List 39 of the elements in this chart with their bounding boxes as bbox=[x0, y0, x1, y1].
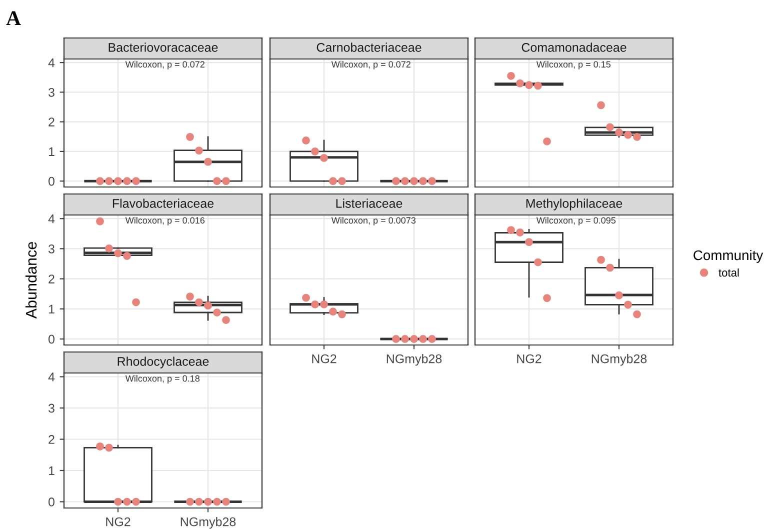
chart-title: Methylophilaceae bbox=[526, 198, 622, 210]
y-tick-label: 0 bbox=[48, 176, 54, 186]
y-tick-label: 2 bbox=[48, 435, 54, 444]
chart-title: Rhodocyclaceae bbox=[118, 356, 209, 368]
y-tick-label: 4 bbox=[48, 58, 55, 68]
y-tick-label: 1 bbox=[48, 466, 54, 476]
legend-label: total bbox=[718, 268, 739, 277]
y-tick-label: 3 bbox=[48, 404, 54, 413]
y-tick-label: 1 bbox=[48, 147, 54, 156]
x-tick-label: NG2 bbox=[106, 517, 130, 526]
chart-title: Bacteriovoracaceae bbox=[108, 42, 218, 52]
x-tick-label: NG2 bbox=[517, 354, 542, 364]
annotation: Wilcoxon, p = 0.18 bbox=[125, 375, 200, 384]
annotation: Wilcoxon, p = 0.15 bbox=[536, 60, 611, 70]
y-axis-title: Abundance bbox=[25, 242, 37, 319]
chart-title: Flavobacteriaceae bbox=[112, 198, 214, 208]
annotation: Wilcoxon, p = 0.0073 bbox=[331, 216, 416, 226]
legend-title: Community bbox=[694, 250, 764, 263]
x-tick-label: NGmyb28 bbox=[386, 354, 442, 366]
x-tick-label: NGmyb28 bbox=[180, 517, 236, 529]
y-tick-label: 2 bbox=[48, 274, 54, 284]
y-tick-label: 3 bbox=[48, 88, 54, 97]
y-tick-label: 4 bbox=[48, 372, 55, 382]
y-tick-label: 3 bbox=[48, 244, 54, 254]
annotation: Wilcoxon, p = 0.095 bbox=[536, 216, 616, 226]
annotation: Wilcoxon, p = 0.016 bbox=[125, 216, 205, 226]
annotation: Wilcoxon, p = 0.072 bbox=[331, 60, 410, 70]
x-tick-label: NGmyb28 bbox=[592, 354, 647, 366]
chart-title: Listeriaceae bbox=[336, 198, 402, 208]
text: A bbox=[6, 11, 21, 26]
chart-title: Comamonadaceae bbox=[522, 42, 626, 52]
x-tick-label: NG2 bbox=[312, 354, 336, 364]
y-tick-label: 2 bbox=[48, 118, 54, 126]
annotation: Wilcoxon, p = 0.072 bbox=[125, 60, 204, 70]
y-tick-label: 4 bbox=[48, 214, 55, 224]
y-tick-label: 1 bbox=[48, 304, 54, 314]
y-tick-label: 0 bbox=[48, 334, 54, 344]
y-tick-label: 0 bbox=[48, 498, 54, 506]
chart-title: Carnobacteriaceae bbox=[316, 42, 422, 52]
